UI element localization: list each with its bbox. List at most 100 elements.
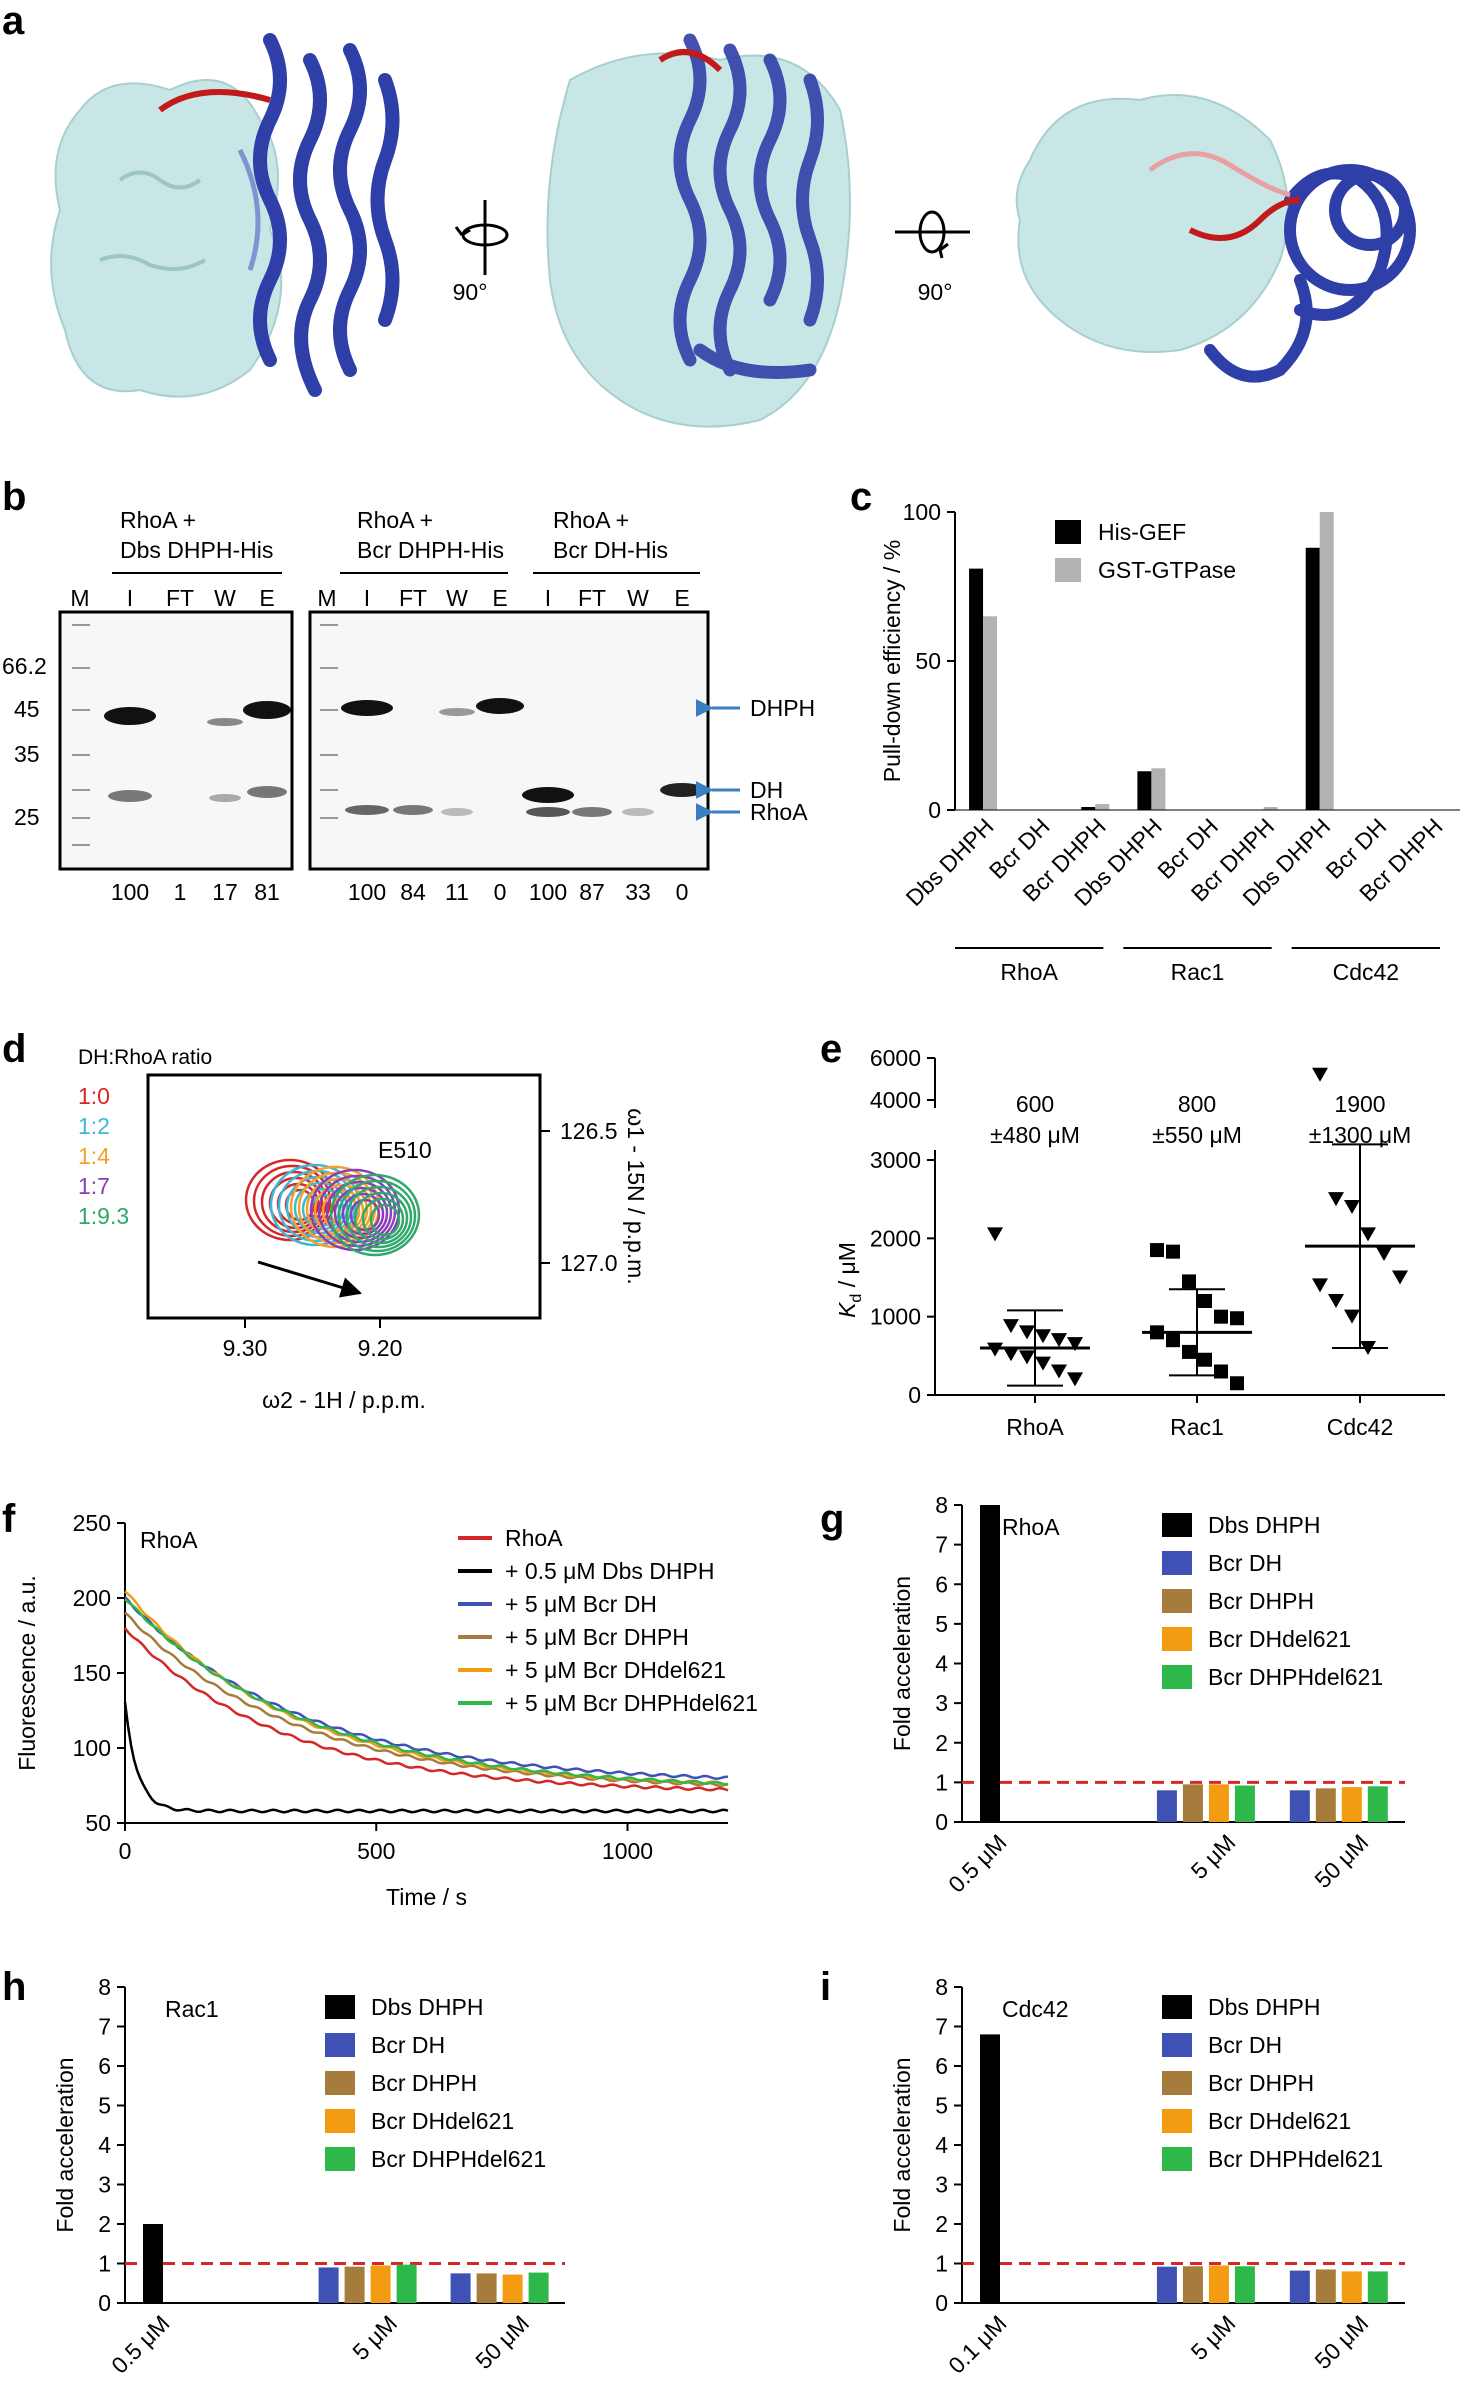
bar: [1315, 1788, 1336, 1822]
group-label: RhoA: [1000, 959, 1058, 985]
panel-label-f: f: [2, 1497, 16, 1541]
bar: [450, 2273, 471, 2303]
contour-ring: [313, 1183, 369, 1237]
data-point: [1214, 1309, 1228, 1324]
bar: [1156, 1790, 1177, 1822]
y-tick-label: 150: [73, 1660, 111, 1686]
data-point: [987, 1342, 1003, 1357]
x-tick-label: 50 μM: [470, 2310, 534, 2374]
lane-label: FT: [166, 585, 194, 611]
y-label-k: K: [834, 1301, 860, 1318]
y-tick-label: 7: [935, 2014, 948, 2040]
bar: [318, 2267, 339, 2303]
legend-swatch: [1162, 2071, 1192, 2095]
bar: [1208, 2265, 1229, 2303]
y-tick-label: 5: [935, 2093, 948, 2119]
y-tick-label: 250: [73, 1510, 111, 1536]
bar: [1305, 547, 1320, 810]
panel-label-b: b: [2, 475, 26, 519]
data-point: [1312, 1278, 1328, 1293]
legend-swatch: [325, 2071, 355, 2095]
y-tick-label: 6: [935, 2053, 948, 2079]
data-point: [1328, 1192, 1344, 1207]
bar: [1367, 1786, 1388, 1822]
data-point: [1182, 1274, 1196, 1289]
lane-label: I: [364, 585, 370, 611]
gel-group-2-line2: Bcr DHPH-His: [357, 537, 504, 563]
legend-swatch: [1162, 1551, 1192, 1575]
x-tick-label: 50 μM: [1309, 1829, 1373, 1893]
bar: [983, 616, 998, 810]
kd-scatter-chart: 0 1000 2000 3000 4000 6000 Kd / μM RhoA 600 ±480 …: [834, 1045, 1445, 1440]
legend-swatch: [325, 1995, 355, 2019]
lane-label: E: [674, 585, 689, 611]
legend-swatch: [1055, 520, 1081, 544]
pct: 100: [111, 879, 149, 905]
data-point: [1344, 1309, 1360, 1324]
legend-label: Dbs DHPH: [1208, 1994, 1320, 2020]
group-label: Cdc42: [1333, 959, 1399, 985]
x-tick-label: 50 μM: [1309, 2310, 1373, 2374]
y-axis-label: Pull-down efficiency / %: [879, 540, 905, 782]
kd-value: 600: [1016, 1091, 1054, 1117]
data-point: [1312, 1067, 1328, 1082]
bar: [1208, 1784, 1229, 1822]
data-point: [1198, 1352, 1212, 1367]
gel-image-right: [308, 610, 710, 871]
data-point: [1344, 1200, 1360, 1214]
legend-label: Dbs DHPH: [371, 1994, 483, 2020]
data-point: [1067, 1372, 1083, 1387]
contour-ring: [353, 1191, 409, 1245]
y-tick-label: 50: [915, 648, 941, 674]
panel-label-e: e: [820, 1027, 842, 1071]
gel-group-3-line2: Bcr DH-His: [553, 537, 668, 563]
lane-label: W: [446, 585, 468, 611]
legend-label: Bcr DHPHdel621: [1208, 2146, 1383, 2172]
y-tick-label: 4: [935, 2132, 948, 2158]
y-axis-label: Fold acceleration: [52, 2057, 78, 2232]
data-point: [1360, 1227, 1376, 1242]
pct: 84: [400, 879, 426, 905]
bar: [980, 2034, 1000, 2303]
kd-error: ±550 μM: [1152, 1122, 1242, 1148]
x-tick-label: 9.30: [223, 1335, 268, 1361]
data-point: [987, 1227, 1003, 1242]
gel-group-1-line2: Dbs DHPH-His: [120, 537, 273, 563]
y-tick-label: 2: [935, 1730, 948, 1756]
panel-label-d: d: [2, 1027, 26, 1071]
y-tick-label: 3000: [870, 1147, 921, 1173]
x-tick-label: Dbs DHPH: [901, 813, 999, 911]
y-tick-label: 4: [98, 2132, 111, 2158]
legend-label: Bcr DHPH: [1208, 1588, 1314, 1614]
y-tick-label: 8: [935, 1974, 948, 2000]
lane-label: I: [127, 585, 133, 611]
legend-swatch: [1162, 1995, 1192, 2019]
contour-ring: [337, 1179, 417, 1253]
band-label-dh: DH: [750, 777, 783, 803]
marker-label: 45: [14, 696, 40, 722]
data-point: [1019, 1325, 1035, 1340]
pct: 87: [579, 879, 605, 905]
bar: [370, 2265, 391, 2303]
bar: [1234, 2266, 1255, 2303]
bar: [1341, 2271, 1362, 2303]
x-tick-label: 1000: [602, 1838, 653, 1864]
x-tick-label: 0.5 μM: [943, 1829, 1011, 1897]
legend-swatch: [325, 2147, 355, 2171]
bar: [1367, 2271, 1388, 2303]
y-tick-label: 1000: [870, 1304, 921, 1330]
bar: [1182, 1784, 1203, 1822]
y-tick-label: 1: [935, 1769, 948, 1795]
ratio-label: 1:0: [78, 1083, 110, 1109]
panel-label-a: a: [2, 0, 25, 43]
x-tick-label: RhoA: [1006, 1414, 1064, 1440]
series-line: [124, 1611, 729, 1787]
contour-ring: [329, 1173, 421, 1257]
bar: [1289, 2270, 1310, 2303]
y-tick-label: 4: [935, 1651, 948, 1677]
panel-label-g: g: [820, 1497, 844, 1541]
data-point: [1019, 1350, 1035, 1365]
fold-accel-chart-rac1: 0 1 2 3 4 5 6 7 8 Fold acceleration Rac1 0.5 μM 5 μM…: [52, 1974, 565, 2379]
bar: [1081, 807, 1096, 810]
